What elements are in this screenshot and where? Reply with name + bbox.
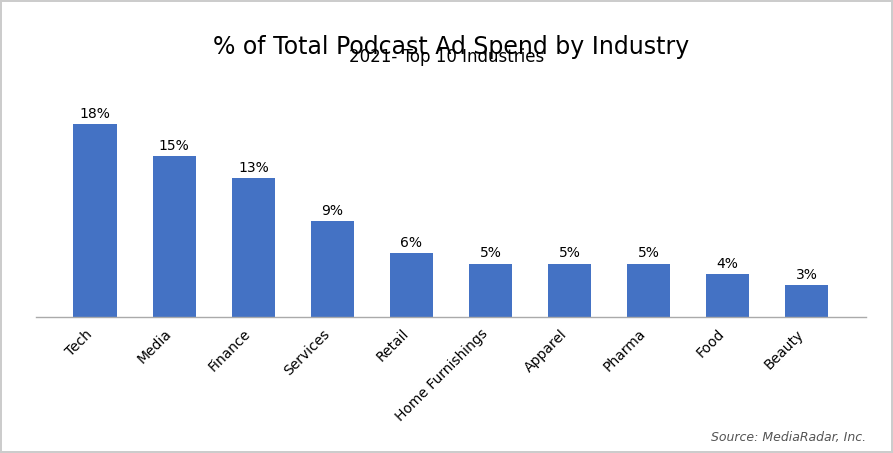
- Bar: [153, 156, 196, 317]
- Text: 5%: 5%: [559, 246, 580, 260]
- Text: 9%: 9%: [321, 203, 344, 217]
- Text: 18%: 18%: [79, 107, 111, 121]
- Bar: [706, 274, 749, 317]
- Bar: [785, 285, 829, 317]
- Bar: [73, 125, 117, 317]
- Bar: [389, 253, 433, 317]
- Text: 2021- Top 10 Industries: 2021- Top 10 Industries: [349, 48, 544, 66]
- Bar: [547, 264, 591, 317]
- Bar: [231, 178, 275, 317]
- Text: 4%: 4%: [717, 257, 739, 271]
- Bar: [627, 264, 671, 317]
- Bar: [469, 264, 513, 317]
- Text: Source: MediaRadar, Inc.: Source: MediaRadar, Inc.: [711, 431, 866, 444]
- Text: 5%: 5%: [638, 246, 660, 260]
- Text: 3%: 3%: [796, 268, 818, 282]
- Text: 15%: 15%: [159, 139, 189, 153]
- Text: 6%: 6%: [400, 236, 422, 250]
- Text: 13%: 13%: [238, 161, 269, 175]
- Title: % of Total Podcast Ad Spend by Industry: % of Total Podcast Ad Spend by Industry: [213, 35, 689, 59]
- Bar: [311, 221, 355, 317]
- Text: 5%: 5%: [480, 246, 502, 260]
